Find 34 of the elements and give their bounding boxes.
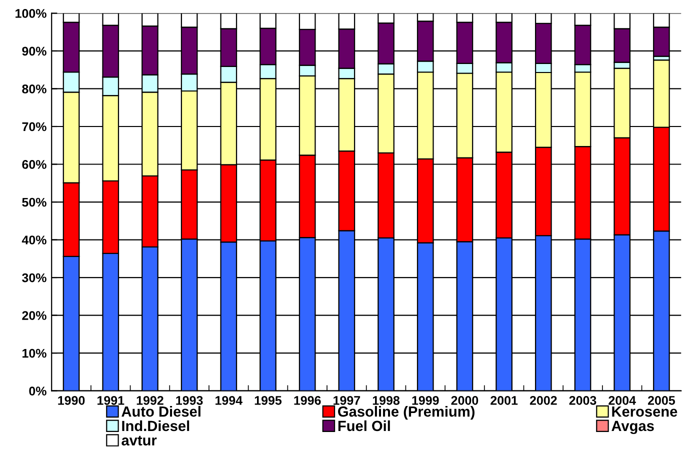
x-tick-label: 1999 bbox=[412, 396, 439, 405]
x-tick-label: 1997 bbox=[334, 396, 360, 405]
x-tick-label: 2001 bbox=[490, 396, 518, 405]
x-tick-label: 2005 bbox=[648, 396, 676, 405]
y-tick-label: 60% bbox=[22, 160, 46, 169]
y-tick-label: 50% bbox=[22, 198, 46, 207]
x-tick-label: 2002 bbox=[530, 396, 557, 405]
x-tick-label: 2000 bbox=[451, 396, 478, 405]
legend-label: Avgas bbox=[612, 420, 654, 434]
y-tick-label: 80% bbox=[22, 84, 46, 94]
y-tick-label: 100% bbox=[16, 9, 46, 18]
x-tick-label: 1991 bbox=[98, 396, 124, 405]
y-tick-label: 0% bbox=[29, 386, 46, 396]
x-tick-label: 2004 bbox=[608, 396, 636, 405]
legend-label: Auto Diesel bbox=[122, 406, 200, 417]
x-tick-label: 2003 bbox=[569, 396, 596, 405]
x-tick-label: 1994 bbox=[216, 396, 242, 405]
x-tick-label: 1998 bbox=[372, 396, 400, 405]
x-tick-label: 1992 bbox=[136, 396, 164, 405]
y-tick-label: 70% bbox=[22, 122, 46, 132]
legend-label: Kerosene bbox=[612, 406, 678, 417]
x-tick-label: 1993 bbox=[176, 396, 203, 405]
x-tick-label: 1995 bbox=[254, 396, 282, 405]
legend-label: Fuel Oil bbox=[338, 420, 390, 432]
y-tick-label: 20% bbox=[22, 311, 46, 320]
y-tick-label: 30% bbox=[22, 273, 46, 282]
legend-label: avtur bbox=[122, 436, 157, 446]
y-tick-label: 40% bbox=[22, 236, 46, 244]
x-tick-label: 1996 bbox=[294, 396, 321, 405]
x-tick-label: 1990 bbox=[58, 396, 85, 405]
legend-label: Ind.Diesel bbox=[122, 420, 190, 432]
y-tick-label: 10% bbox=[22, 348, 46, 358]
legend-label: Gasoline (Premium) bbox=[338, 406, 474, 420]
y-tick-label: 90% bbox=[22, 46, 46, 56]
